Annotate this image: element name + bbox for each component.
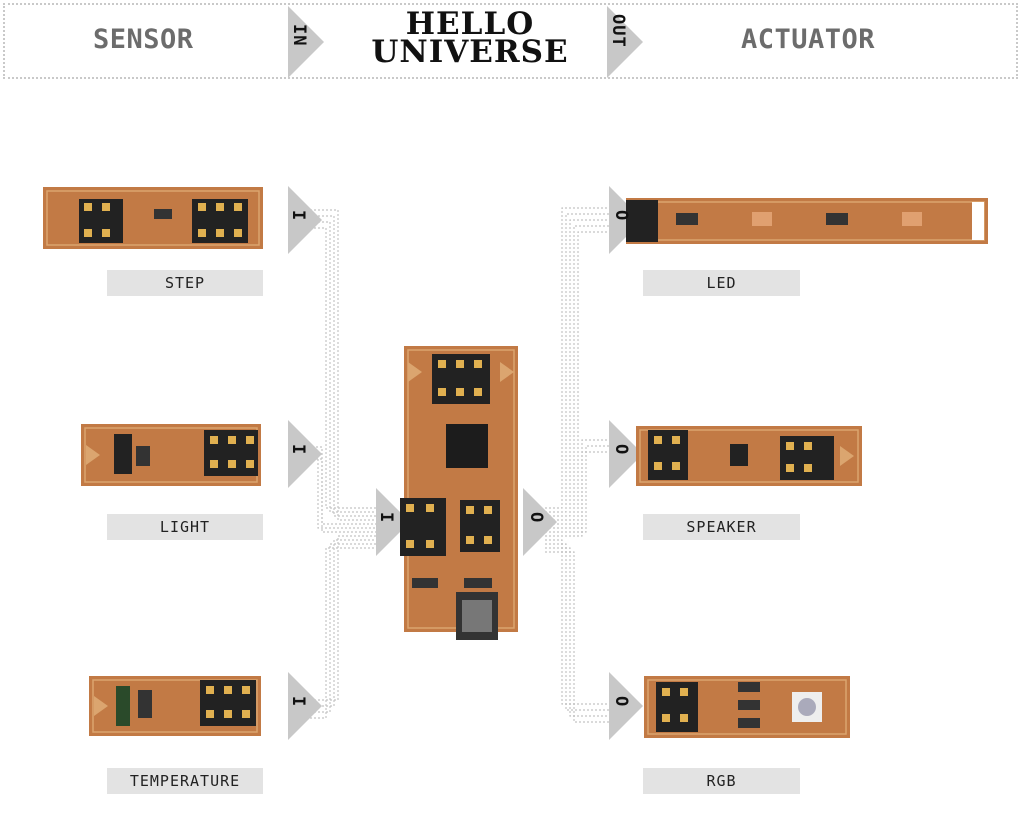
step-label: STEP — [107, 270, 263, 296]
light-board — [81, 424, 261, 486]
light-port-label: I — [288, 444, 308, 456]
sensor-title: SENSOR — [93, 24, 194, 55]
rgb-port-label: O — [611, 696, 631, 708]
led-label: LED — [643, 270, 800, 296]
temperature-port-arrow-icon — [288, 672, 322, 740]
hello-universe-title: HELLO UNIVERSE — [360, 6, 580, 70]
header-banner — [3, 3, 1018, 79]
out-label: OUT — [608, 14, 628, 48]
hub-in-port-arrow-icon — [376, 488, 410, 556]
input-wires — [310, 209, 380, 719]
step-board — [43, 187, 263, 249]
hello-universe-board — [400, 346, 518, 640]
rgb-port-arrow-icon — [609, 672, 643, 740]
light-label: LIGHT — [107, 514, 263, 540]
in-label: IN — [289, 24, 309, 47]
out-arrow-icon — [607, 6, 643, 78]
step-port-arrow-icon — [288, 186, 322, 254]
light-port-arrow-icon — [288, 420, 322, 488]
speaker-label: SPEAKER — [643, 514, 800, 540]
step-port-label: I — [288, 210, 308, 222]
hub-out-port-label: O — [526, 512, 546, 524]
actuator-title: ACTUATOR — [741, 24, 876, 55]
rgb-board — [644, 676, 850, 738]
hub-out-port-arrow-icon — [523, 488, 557, 556]
temperature-port-label: I — [288, 696, 308, 708]
in-arrow-icon — [288, 6, 324, 78]
speaker-port-label: O — [611, 444, 631, 456]
temperature-board — [89, 676, 261, 736]
rgb-label: RGB — [643, 768, 800, 794]
led-board — [626, 198, 988, 244]
temperature-label: TEMPERATURE — [107, 768, 263, 794]
speaker-port-arrow-icon — [609, 420, 643, 488]
title-line-1: HELLO — [405, 6, 535, 42]
led-port-label: O — [611, 210, 631, 222]
title-line-2: UNIVERSE — [371, 34, 569, 70]
speaker-board — [636, 426, 862, 486]
output-wires — [545, 207, 612, 723]
hub-in-port-label: I — [376, 512, 396, 524]
